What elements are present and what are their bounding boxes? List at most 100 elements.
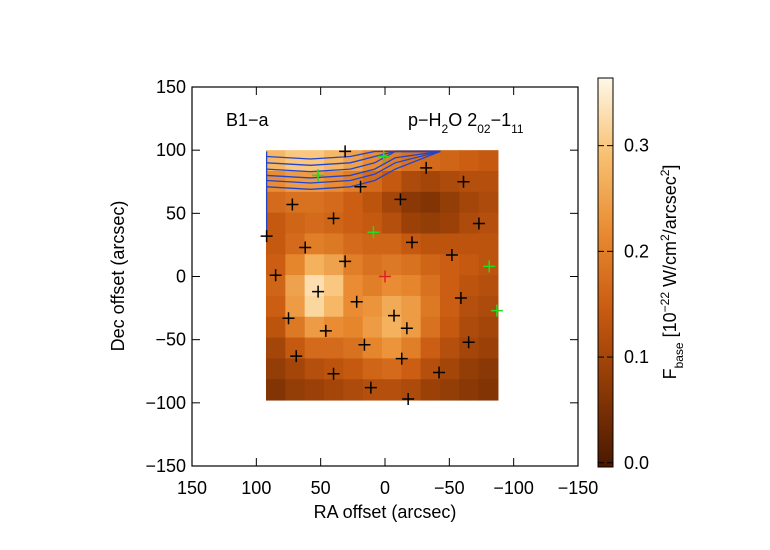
heat-cell (285, 233, 306, 255)
y-tick-label: 0 (176, 267, 186, 287)
marker (354, 180, 367, 193)
x-tick-label: −100 (493, 478, 534, 498)
heat-cell (459, 358, 480, 380)
heat-cell (362, 379, 383, 401)
text-part: F (660, 368, 680, 379)
heat-cell (265, 275, 286, 297)
marker (406, 236, 419, 249)
heat-cell (381, 275, 402, 297)
heat-cell (381, 358, 402, 380)
chart-subtitle: p−H2O 202−111 (408, 110, 524, 136)
colorbar-tick-label: 0.2 (624, 241, 649, 261)
heat-cell (381, 170, 402, 193)
heat-cell (265, 254, 286, 276)
heat-cell (323, 275, 344, 297)
text-part: −1 (491, 110, 512, 130)
marker (282, 312, 295, 325)
heat-cell (478, 275, 499, 297)
marker (319, 324, 332, 337)
marker (367, 226, 380, 239)
marker (269, 269, 282, 282)
x-axis-label: RA offset (arcsec) (314, 502, 457, 522)
heat-cell (362, 295, 383, 318)
heat-cell (459, 379, 480, 401)
heat-cell (439, 275, 460, 297)
heat-cell (381, 379, 402, 401)
heat-cell (304, 170, 325, 193)
marker (402, 393, 415, 406)
heat-cell (343, 379, 364, 401)
heat-cell (304, 358, 325, 380)
y-axis-label: Dec offset (arcsec) (108, 201, 128, 352)
heat-cell (478, 379, 499, 401)
heat-cell (401, 212, 422, 234)
heat-cell (343, 337, 364, 359)
heat-cell (459, 233, 480, 255)
text-part: 2 (658, 169, 672, 176)
contour (266, 150, 441, 179)
heat-cell (420, 254, 441, 276)
heat-cell (285, 254, 306, 276)
marker (339, 145, 352, 158)
heat-cell (401, 233, 422, 255)
heat-cell (343, 212, 364, 234)
heat-cell (478, 316, 499, 339)
heat-cell (420, 379, 441, 401)
marker (400, 322, 413, 335)
heat-cell (420, 275, 441, 297)
heat-cell (459, 295, 480, 318)
heat-cell (304, 275, 325, 297)
marker (312, 169, 325, 182)
heat-cell (420, 358, 441, 380)
heat-cell (343, 254, 364, 276)
heat-cell (439, 379, 460, 401)
heat-cell (265, 379, 286, 401)
heat-cell (381, 295, 402, 318)
heat-cell (343, 295, 364, 318)
colorbar (597, 77, 614, 468)
marker (420, 161, 433, 174)
heat-cell (285, 295, 306, 318)
heat-cell (362, 254, 383, 276)
heat-cell (265, 212, 286, 234)
heat-cell (439, 150, 460, 172)
marker (327, 367, 340, 380)
marker (327, 212, 340, 225)
heat-cell (304, 337, 325, 359)
y-tick-label: −150 (145, 456, 186, 476)
heat-cell (478, 170, 499, 193)
heat-cell (381, 233, 402, 255)
text-part: p−H (408, 110, 442, 130)
marker (445, 249, 458, 262)
heat-cell (265, 150, 286, 172)
heat-cell (265, 233, 286, 255)
heat-cell (343, 233, 364, 255)
heat-cell (439, 358, 460, 380)
heat-cell (285, 379, 306, 401)
colorbar-tick-label: 0.0 (624, 453, 649, 473)
text-part: W/cm (660, 241, 680, 292)
marker (462, 336, 475, 349)
heat-cell (285, 275, 306, 297)
heat-cell (401, 358, 422, 380)
heat-cell (304, 316, 325, 339)
marker (457, 175, 470, 188)
heat-cell (304, 233, 325, 255)
heat-cell (439, 254, 460, 276)
heat-cell (323, 254, 344, 276)
heat-cell (323, 233, 344, 255)
heat-cell (304, 191, 325, 214)
marker (299, 241, 312, 254)
heat-cell (459, 316, 480, 339)
marker (260, 230, 273, 243)
heat-cell (323, 191, 344, 214)
marker (339, 255, 352, 268)
heat-cell (439, 170, 460, 193)
heat-cell (478, 212, 499, 234)
text-part: [10 (660, 312, 680, 342)
heat-cell (304, 212, 325, 234)
heat-cell (439, 337, 460, 359)
heat-cell (381, 212, 402, 234)
heat-cell (420, 295, 441, 318)
